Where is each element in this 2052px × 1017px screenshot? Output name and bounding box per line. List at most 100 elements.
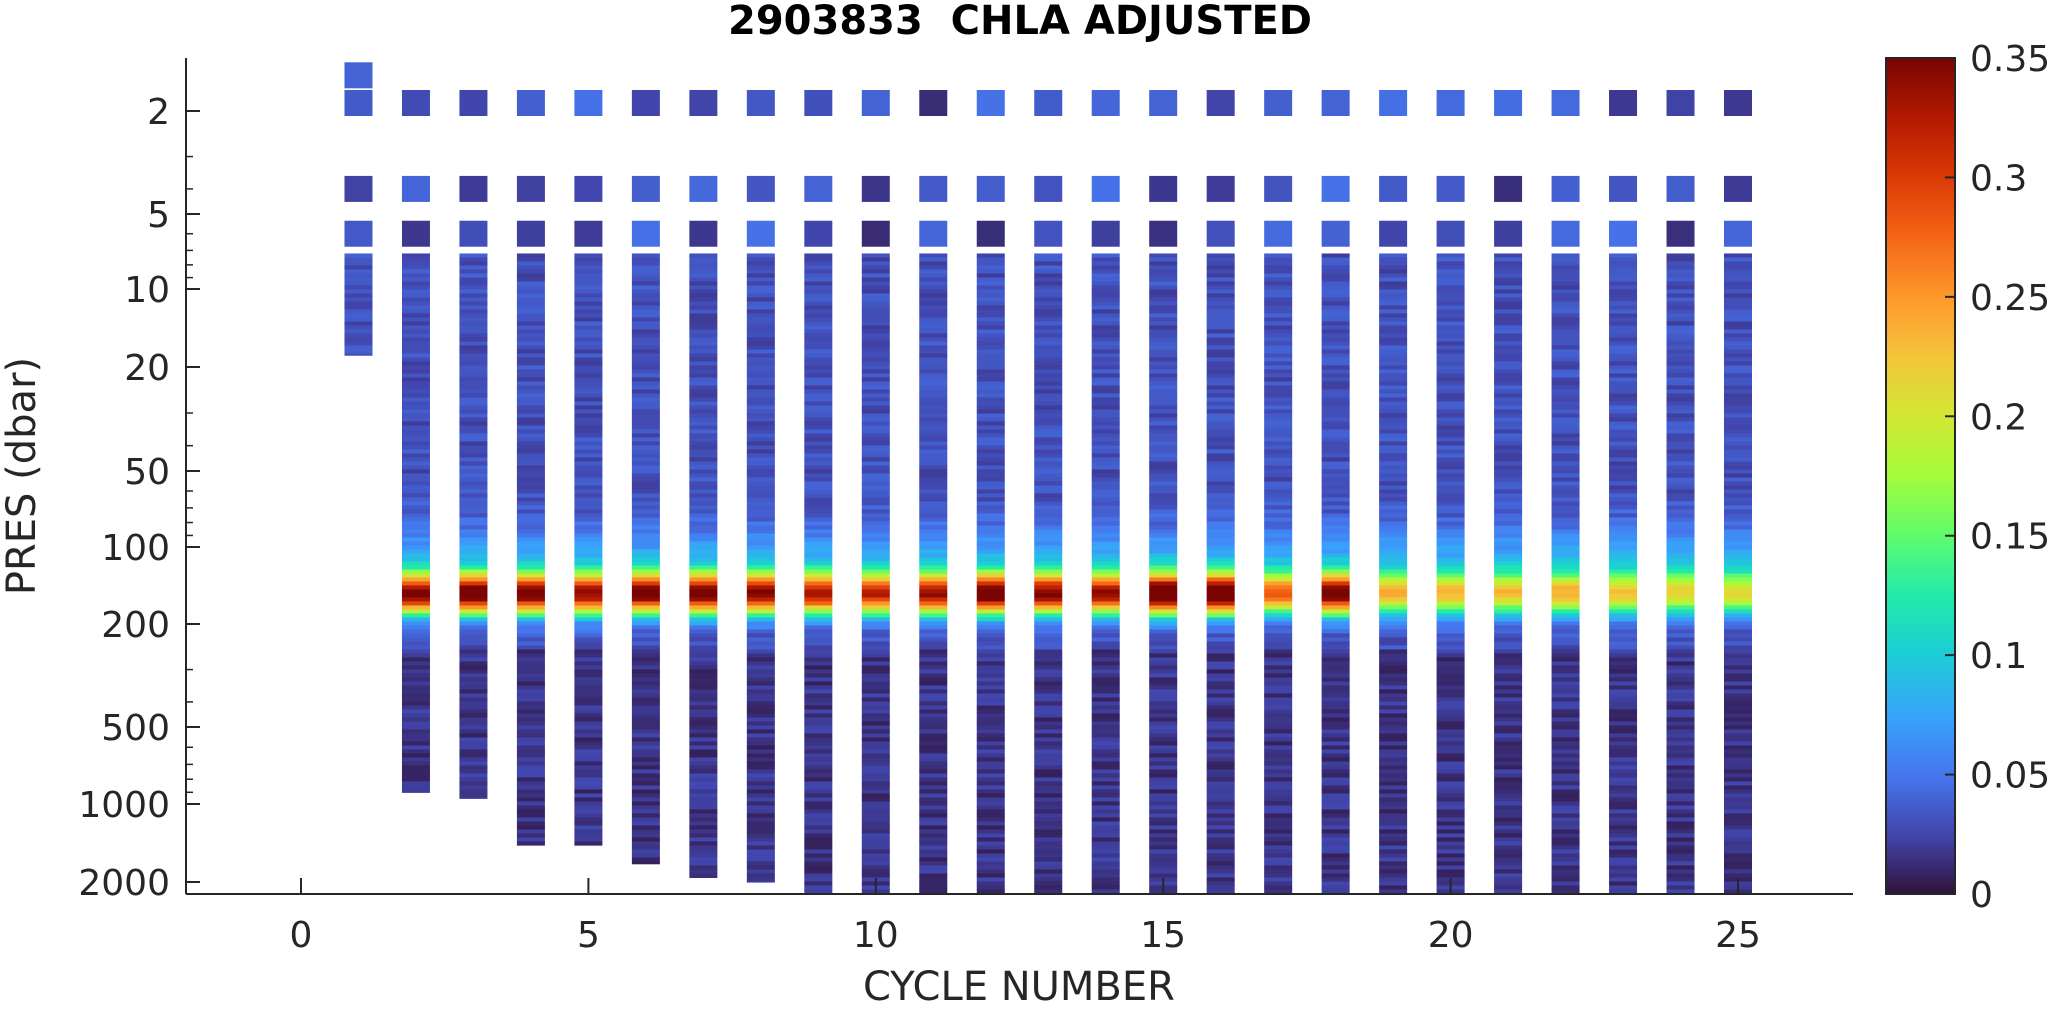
profile-cell — [631, 733, 660, 739]
profile-cell — [1264, 293, 1293, 299]
profile-cell — [516, 457, 545, 463]
profile-cell — [1609, 617, 1638, 623]
profile-cell — [1494, 393, 1523, 399]
profile-cell — [689, 781, 718, 787]
surface-sample-cell — [861, 220, 890, 247]
profile-cell — [516, 765, 545, 771]
profile-cell — [1724, 449, 1752, 455]
surface-sample-cell — [1379, 175, 1408, 202]
profile-cell — [919, 865, 948, 871]
profile-cell — [1551, 733, 1580, 739]
profile-cell — [1666, 765, 1695, 771]
profile-cell — [1551, 361, 1580, 367]
profile-cell — [1206, 425, 1235, 431]
profile-cell — [1379, 421, 1408, 427]
profile-cell — [804, 285, 833, 291]
profile-cell — [1034, 329, 1063, 335]
profile-cell — [1666, 713, 1695, 719]
profile-cell — [1091, 833, 1120, 839]
profile-cell — [976, 413, 1005, 419]
profile-cell — [861, 269, 890, 275]
profile-cell — [1379, 465, 1408, 471]
profile-cell — [1609, 485, 1638, 491]
surface-sample-cell — [1379, 220, 1408, 247]
profile-cell — [1724, 541, 1752, 547]
profile-cell — [1034, 529, 1063, 535]
profile-cell — [804, 705, 833, 711]
profile-cell — [574, 621, 603, 627]
profile-cell — [401, 441, 430, 447]
profile-cell — [1724, 589, 1752, 595]
profile-cell — [1091, 661, 1120, 667]
profile-cell — [1091, 721, 1120, 727]
profile-cell — [1034, 577, 1063, 583]
profile-cell — [861, 777, 890, 783]
profile-cell — [1379, 813, 1408, 819]
profile-cell — [459, 741, 488, 747]
profile-cell — [1149, 429, 1178, 435]
profile-cell — [1091, 397, 1120, 403]
profile-cell — [1034, 673, 1063, 679]
profile-cell — [1436, 585, 1465, 591]
profile-cell — [1724, 629, 1752, 635]
profile-cell — [746, 785, 775, 791]
profile-cell — [804, 781, 833, 787]
profile-cell — [516, 825, 545, 831]
profile-cell — [516, 557, 545, 563]
profile-cell — [1206, 413, 1235, 419]
profile-cell — [861, 701, 890, 707]
profile-cell — [1436, 845, 1465, 851]
profile-cell — [1034, 829, 1063, 835]
profile-cell — [516, 409, 545, 415]
profile-cell — [1264, 393, 1293, 399]
profile-cell — [1379, 329, 1408, 335]
profile-cell — [1494, 453, 1523, 459]
profile-cell — [976, 477, 1005, 483]
profile-cell — [1724, 685, 1752, 691]
profile-cell — [1666, 577, 1695, 583]
profile-cell — [1724, 265, 1752, 271]
profile-cell — [689, 629, 718, 635]
profile-cell — [746, 573, 775, 579]
profile-cell — [1091, 617, 1120, 623]
profile-cell — [861, 381, 890, 387]
profile-cell — [1551, 685, 1580, 691]
profile-cell — [1666, 449, 1695, 455]
profile-cell — [631, 493, 660, 499]
profile-cell — [459, 689, 488, 695]
profile-cell — [631, 425, 660, 431]
profile-cell — [1494, 789, 1523, 795]
profile-cell — [1724, 829, 1752, 835]
profile-cell — [746, 609, 775, 615]
profile-cell — [1206, 505, 1235, 511]
profile-cell — [1091, 365, 1120, 371]
profile-cell — [1091, 333, 1120, 339]
profile-cell — [631, 357, 660, 363]
profile-cell — [1264, 721, 1293, 727]
profile-cell — [574, 781, 603, 787]
profile-cell — [689, 841, 718, 847]
profile-cell — [804, 397, 833, 403]
profile-cell — [1206, 777, 1235, 783]
profile-cell — [689, 625, 718, 631]
profile-cell — [1494, 321, 1523, 327]
profile-cell — [1609, 693, 1638, 699]
profile-cell — [1206, 377, 1235, 383]
profile-cell — [1724, 465, 1752, 471]
profile-cell — [1091, 593, 1120, 599]
profile-cell — [689, 497, 718, 503]
profile-cell — [689, 397, 718, 403]
profile-cell — [1551, 673, 1580, 679]
profile-cell — [1149, 873, 1178, 879]
profile-cell — [401, 673, 430, 679]
profile-cell — [689, 337, 718, 343]
profile-cell — [1724, 509, 1752, 515]
profile-cell — [1436, 861, 1465, 867]
profile-cell — [631, 693, 660, 699]
x-tick-label: 0 — [290, 915, 313, 956]
profile-cell — [861, 781, 890, 787]
profile-cell — [1609, 513, 1638, 519]
profile-cell — [401, 417, 430, 423]
profile-cell — [1149, 645, 1178, 651]
profile-cell — [1149, 497, 1178, 503]
